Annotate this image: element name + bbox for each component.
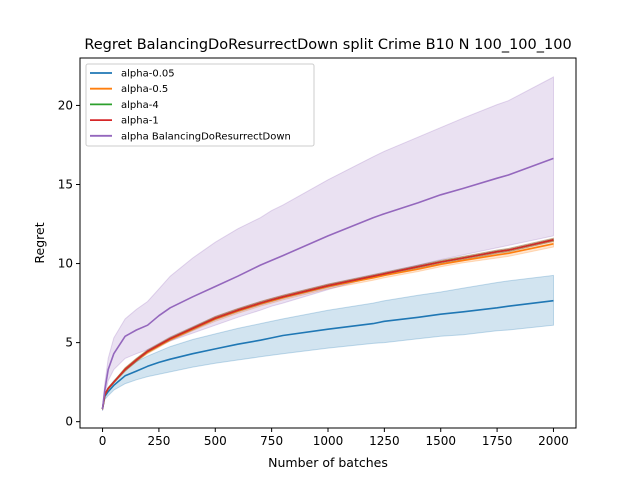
legend-label-alpha-0-5: alpha-0.5 [121,84,168,95]
x-tick-label: 1000 [313,434,344,448]
y-tick-label: 15 [58,177,73,191]
y-axis-label: Regret [32,222,47,263]
chart-title: Regret BalancingDoResurrectDown split Cr… [84,37,571,53]
x-tick-label: 1750 [482,434,513,448]
confidence-bands [102,76,554,411]
series-line-alpha-0-05 [101,299,554,410]
x-tick-label: 500 [204,434,227,448]
x-tick-label: 750 [260,434,283,448]
y-tick-label: 10 [58,257,73,271]
x-tick-label: 1500 [425,434,456,448]
series-line-alpha-balancingdoresurrectdown [101,157,554,410]
series-line-alpha-1 [101,239,554,410]
x-tick-label: 1250 [369,434,400,448]
y-tick-label: 0 [65,415,73,429]
x-axis-ticks: 0 250 500 750 1000 1250 1500 1750 2000 [99,428,569,448]
x-tick-label: 2000 [538,434,569,448]
legend-label-alpha-4: alpha-4 [121,100,159,111]
legend: alpha-0.05 alpha-0.5 alpha-4 alpha-1 alpha B… [85,63,315,147]
legend-label-alpha-0-05: alpha-0.05 [121,69,175,80]
series-lines [101,157,554,410]
legend-label-alpha-1: alpha-1 [121,116,159,127]
band-alpha-0-05 [102,274,554,411]
legend-box [85,63,315,147]
x-tick-label: 250 [147,434,170,448]
legend-label-alpha-balancingdoresurrectdown: alpha BalancingDoResurrectDown [121,131,291,142]
y-tick-label: 5 [65,336,73,350]
y-tick-label: 20 [58,98,73,112]
x-tick-label: 0 [99,434,107,448]
y-axis-ticks: 0 5 10 15 20 [58,98,80,429]
x-axis-label: Number of batches [268,455,388,470]
